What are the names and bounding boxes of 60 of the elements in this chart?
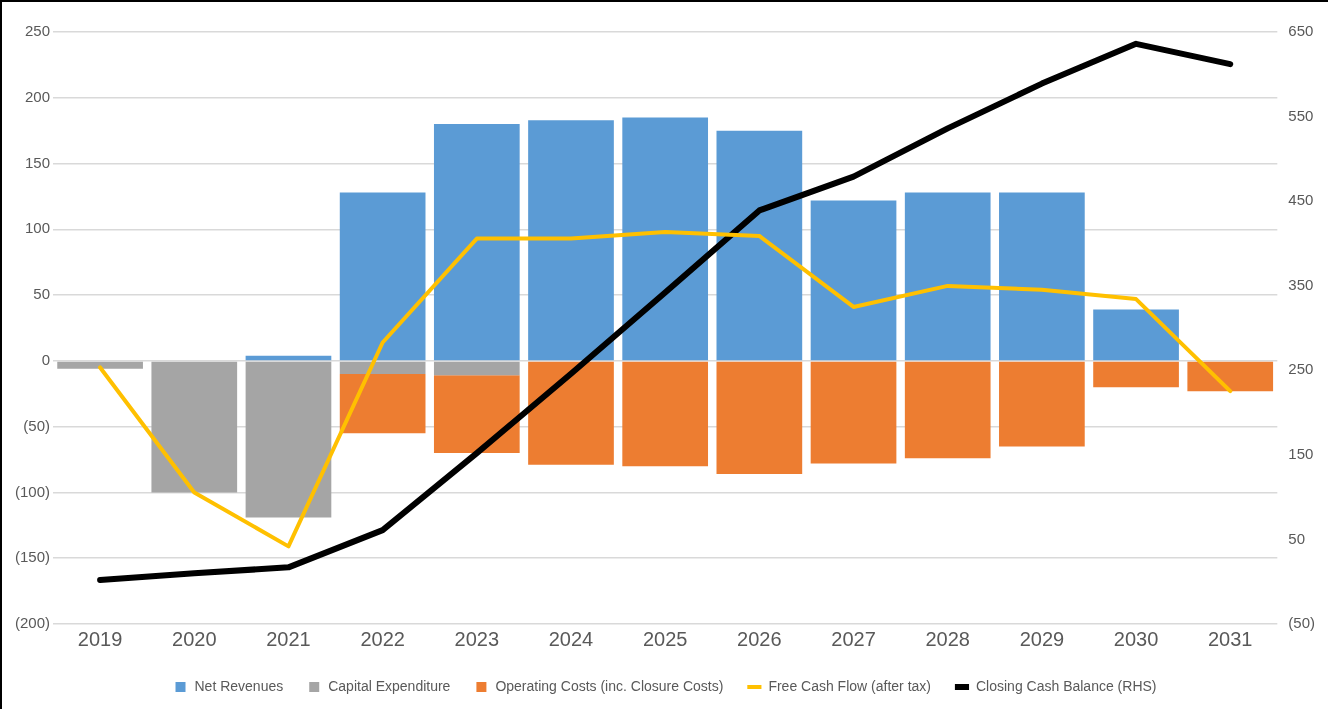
y2-tick-label: 250	[1288, 360, 1314, 378]
legend-label: Closing Cash Balance (RHS)	[975, 677, 1157, 694]
bar	[1187, 361, 1274, 392]
legend-label: Operating Costs (inc. Closure Costs)	[495, 677, 724, 694]
bar	[245, 361, 332, 518]
x-tick-label: 2030	[1113, 627, 1159, 650]
y-tick-label: (50)	[23, 416, 51, 434]
bar	[999, 361, 1085, 447]
y-tick-label: 100	[24, 219, 51, 237]
x-tick-label: 2020	[172, 627, 217, 650]
x-tick-label: 2026	[737, 627, 782, 650]
bar	[1093, 361, 1179, 388]
bar	[810, 361, 897, 464]
y-tick-label: (150)	[14, 548, 51, 566]
legend-label: Capital Expenditure	[328, 677, 451, 694]
bar	[622, 361, 709, 467]
bar	[339, 374, 426, 434]
legend-label: Free Cash Flow (after tax)	[768, 677, 931, 694]
x-tick-label: 2022	[360, 627, 405, 650]
legend-label: Net Revenues	[194, 677, 284, 694]
bar	[999, 192, 1085, 361]
x-tick-label: 2027	[831, 627, 876, 650]
bar	[151, 361, 238, 493]
y2-tick-label: (50)	[1288, 614, 1316, 632]
bar	[433, 361, 520, 376]
bar	[528, 120, 614, 361]
x-tick-label: 2025	[642, 627, 688, 650]
bar	[904, 192, 991, 361]
bar	[1093, 309, 1179, 361]
bar	[716, 130, 803, 361]
x-tick-label: 2024	[548, 627, 594, 650]
y2-tick-label: 450	[1288, 191, 1314, 209]
y-tick-label: (100)	[14, 482, 51, 500]
x-tick-label: 2031	[1207, 627, 1253, 650]
bar	[339, 361, 426, 375]
y-tick-label: 50	[33, 285, 51, 303]
bar	[528, 361, 614, 465]
bar	[433, 375, 520, 453]
y2-tick-label: 650	[1288, 22, 1314, 40]
x-tick-label: 2028	[925, 627, 970, 650]
x-tick-label: 2023	[454, 627, 500, 650]
y-tick-label: 0	[41, 351, 51, 369]
y2-tick-label: 150	[1288, 445, 1314, 462]
bar	[904, 361, 991, 459]
y-tick-label: 150	[24, 153, 51, 171]
y-tick-label: 250	[24, 22, 51, 40]
bar	[810, 200, 897, 361]
y2-tick-label: 350	[1288, 275, 1314, 293]
y2-tick-label: 50	[1288, 529, 1306, 547]
bar	[433, 124, 520, 361]
bar	[716, 361, 803, 475]
bar	[57, 361, 143, 369]
x-tick-label: 2029	[1019, 627, 1065, 650]
x-tick-label: 2021	[266, 627, 311, 650]
bar	[339, 192, 426, 361]
x-tick-label: 2019	[77, 627, 123, 650]
y-tick-label: 200	[24, 87, 51, 105]
y-tick-label: (200)	[14, 614, 51, 632]
y2-tick-label: 550	[1288, 106, 1314, 124]
bar	[622, 117, 709, 361]
